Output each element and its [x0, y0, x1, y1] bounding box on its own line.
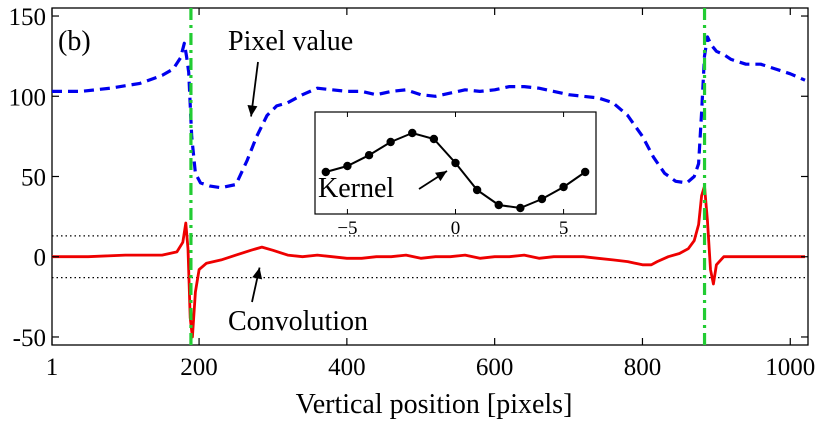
x-axis-ticks: 1 200 400 600 800 1000 — [46, 8, 815, 381]
annotations: Pixel value Convolution — [228, 26, 368, 337]
kernel-line — [321, 128, 590, 213]
x-tick-label: 200 — [180, 354, 218, 381]
threshold-lines — [52, 235, 808, 279]
x-tick-label: 400 — [328, 354, 366, 381]
x-axis-title: Vertical position [pixels] — [296, 389, 573, 420]
inset-x-tick-label: 0 — [451, 218, 461, 239]
kernel-point — [429, 134, 439, 144]
y-tick-label: 150 — [9, 4, 47, 31]
kernel-arrow — [418, 170, 448, 190]
kernel-point — [537, 194, 547, 204]
kernel-point — [386, 137, 395, 147]
kernel-point — [580, 167, 590, 177]
kernel-inset: −5 0 5 Kernel — [314, 111, 597, 239]
convolution-annotation: Convolution — [228, 306, 368, 337]
pixel-value-annotation: Pixel value — [228, 26, 353, 57]
panel-label: (b) — [58, 26, 91, 57]
y-tick-label: 0 — [34, 245, 47, 272]
pixel-value-arrow — [247, 61, 259, 117]
kernel-point — [451, 158, 460, 168]
y-tick-label: -50 — [13, 325, 46, 352]
edge-markers — [189, 8, 707, 345]
kernel-point — [516, 203, 525, 213]
x-tick-label: 800 — [624, 354, 662, 381]
inset-x-tick-label: 5 — [559, 218, 569, 239]
y-tick-label: 100 — [9, 84, 47, 111]
y-tick-label: 50 — [21, 165, 46, 192]
pixel-value-series-line — [52, 35, 806, 190]
annotation-arrows — [247, 61, 263, 303]
kernel-point — [321, 167, 331, 177]
x-tick-label: 600 — [476, 354, 514, 381]
kernel-point — [472, 185, 482, 195]
kernel-point — [494, 200, 503, 210]
x-tick-label: 1 — [46, 354, 59, 381]
inset-x-tick-label: −5 — [337, 218, 357, 239]
inset-x-ticks: −5 0 5 — [337, 112, 568, 239]
kernel-point — [364, 151, 374, 160]
kernel-point — [343, 161, 352, 171]
convolution-series-line — [52, 184, 805, 339]
x-tick-label: 1000 — [765, 354, 815, 381]
kernel-point — [559, 182, 568, 192]
kernel-point — [408, 128, 417, 138]
convolution-arrow — [251, 267, 263, 303]
kernel-arrow-line — [418, 170, 448, 190]
kernel-label: Kernel — [318, 173, 394, 204]
series-layer — [52, 35, 806, 339]
